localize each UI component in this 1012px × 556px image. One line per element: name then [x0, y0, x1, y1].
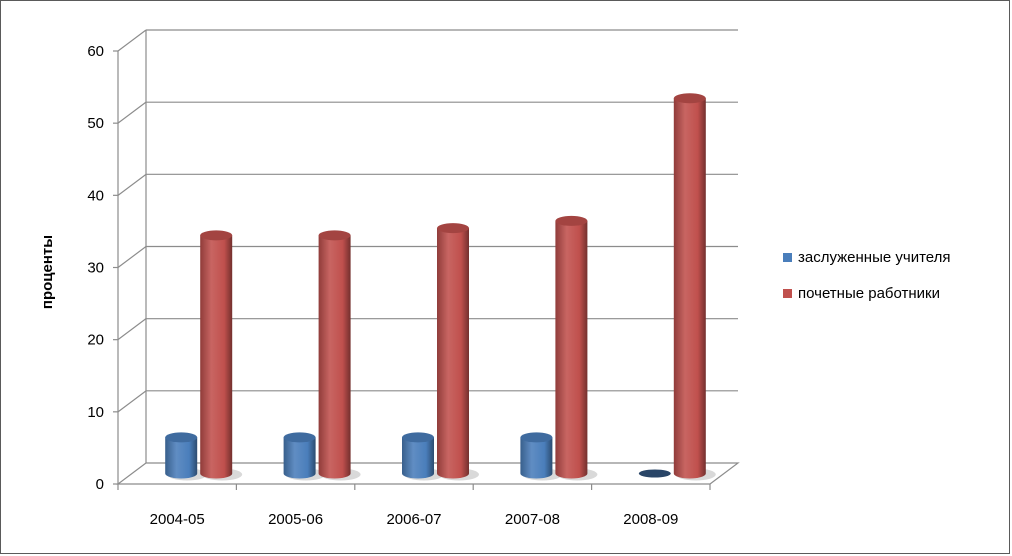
bar-workers-2006-07	[437, 223, 479, 481]
bar-top	[520, 432, 553, 443]
bar-body	[318, 235, 351, 479]
bar-teachers-2007-08	[520, 432, 563, 481]
y-tick-label-0: 0	[96, 476, 104, 493]
x-tick-label-3: 2007-08	[505, 511, 560, 528]
x-tick-label-0: 2004-05	[150, 511, 205, 528]
bar-workers-2005-06	[318, 230, 361, 481]
bar-workers-2007-08	[555, 215, 598, 481]
y-tick-label-4: 40	[87, 187, 104, 204]
bar-top	[318, 230, 351, 241]
bar-body	[520, 437, 553, 479]
legend: заслуженные учителя почетные работники	[783, 249, 951, 302]
x-tick-label-2: 2006-07	[386, 511, 441, 528]
bar-top	[555, 215, 588, 226]
bar-top	[283, 432, 316, 443]
bar-body	[165, 437, 198, 479]
gridline-side-1	[117, 390, 147, 413]
bar-workers-2008-09	[673, 93, 716, 481]
bar-body	[555, 220, 588, 479]
legend-swatch-0	[783, 253, 792, 262]
x-tick-label-1: 2005-06	[268, 511, 323, 528]
legend-label-0: заслуженные учителя	[798, 249, 951, 266]
y-tick-labels: 0 10 20 30 40 50 60	[87, 43, 118, 493]
bars	[165, 93, 716, 481]
bar-teachers-2005-06	[283, 432, 326, 481]
y-tick-label-5: 50	[87, 115, 104, 132]
bar-top	[402, 432, 434, 443]
gridline-side-6	[117, 29, 147, 52]
bar-top	[165, 432, 198, 443]
legend-swatch-1	[783, 289, 792, 298]
gridline-side-5	[117, 101, 147, 124]
bar-teachers-2006-07	[402, 432, 444, 481]
y-tick-label-2: 20	[87, 332, 104, 349]
x-tick-label-4: 2008-09	[623, 511, 678, 528]
bar-workers-2004-05	[200, 230, 243, 481]
gridline-side-2	[117, 318, 147, 341]
bar-top	[437, 223, 469, 234]
y-tick-label-1: 10	[87, 404, 104, 421]
gridline-side-4	[117, 173, 147, 196]
bar-zero-disc	[638, 469, 671, 478]
bar-body	[283, 437, 316, 479]
bar-body	[402, 437, 434, 479]
bar-teachers-2008-09	[638, 469, 671, 478]
bar-body	[673, 98, 706, 479]
bar-top	[673, 93, 706, 104]
bar-body	[437, 228, 469, 479]
bar-top	[200, 230, 233, 241]
bar-body	[200, 235, 233, 479]
y-tick-label-3: 30	[87, 260, 104, 277]
y-tick-label-6: 60	[87, 43, 104, 60]
x-tick-labels: 2004-05 2005-06 2006-07 2007-08 2008-09	[117, 484, 711, 528]
y-axis-label: проценты	[39, 235, 56, 309]
legend-label-1: почетные работники	[798, 285, 940, 302]
bar-teachers-2004-05	[165, 432, 208, 481]
gridline-side-3	[117, 246, 147, 268]
